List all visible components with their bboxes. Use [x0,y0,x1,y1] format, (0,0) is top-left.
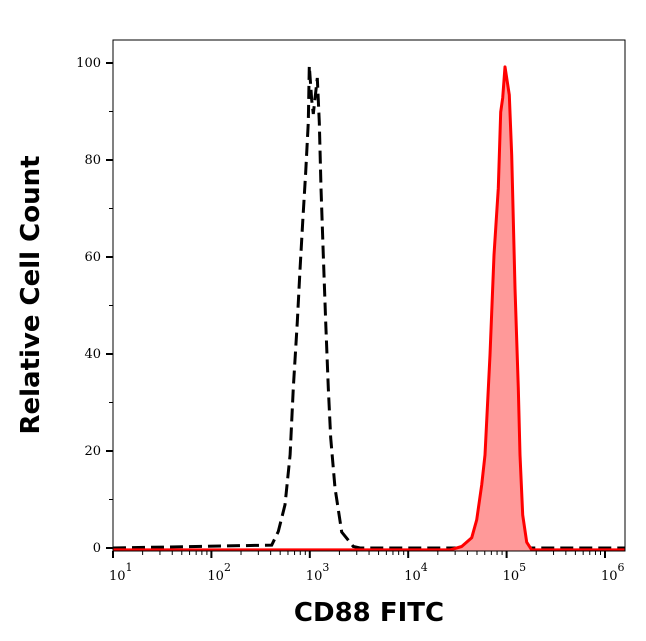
y-tick-label: 40 [84,347,101,362]
y-tick-label: 60 [84,250,101,265]
series-line-1 [113,65,625,552]
x-tick-label: 106 [601,561,625,584]
x-axis-title: CD88 FITC [294,598,444,628]
y-axis-title: Relative Cell Count [16,155,46,434]
y-tick-label: 100 [76,56,101,71]
series-layer [112,65,625,552]
series-fill-1 [113,66,625,552]
axes-layer: 0 20 40 60 80 100 101 102 103 104 105 106 [76,56,624,584]
y-tick-label: 80 [84,153,101,168]
x-tick-label: 102 [207,561,231,584]
x-tick-label: 105 [503,561,527,584]
x-tick-label: 104 [404,561,428,584]
x-tick-label: 101 [109,561,133,584]
y-tick-label: 20 [84,444,101,459]
series-line-0 [112,65,625,550]
y-tick-label: 0 [93,541,101,556]
plot-frame [112,39,626,552]
x-tick-label: 103 [306,561,330,584]
